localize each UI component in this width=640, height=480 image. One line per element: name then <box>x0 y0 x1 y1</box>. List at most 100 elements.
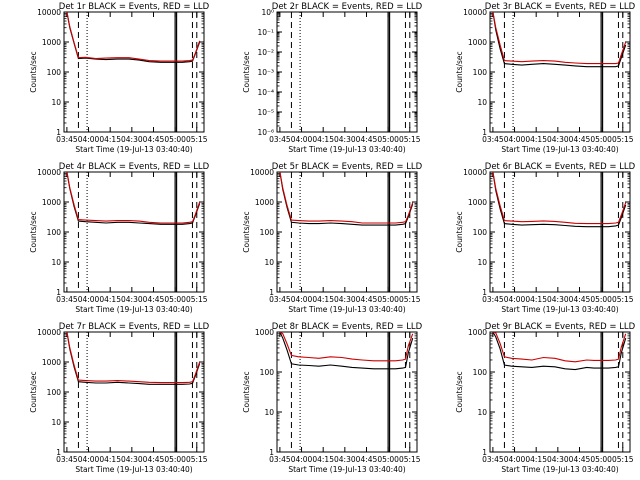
plot-frame <box>63 171 205 293</box>
x-tick-label: 03:45 <box>56 295 78 304</box>
x-tick-label: 05:00 <box>590 295 612 304</box>
x-axis-label: Start Time (19-Jul-13 03:40:40) <box>501 465 618 474</box>
y-axis-label: Counts/sec <box>455 51 464 92</box>
y-tick-label: 1000 <box>468 328 487 337</box>
lld-series-line <box>279 332 414 362</box>
y-axis-label: Counts/sec <box>455 211 464 252</box>
y-tick-label: 1000 <box>255 328 274 337</box>
x-tick-label: 04:30 <box>334 135 356 144</box>
x-tick-label: 03:45 <box>269 135 291 144</box>
y-tick-label: 100 <box>47 388 62 397</box>
x-axis-label: Start Time (19-Jul-13 03:40:40) <box>288 465 405 474</box>
y-tick-label: 10000 <box>463 168 487 177</box>
chart-panel-4: Det 4r BLACK = Events, RED = LLD 1 10 100 10… <box>29 162 210 314</box>
y-tick-label: 10⁰ <box>261 8 274 17</box>
chart-panel-1: Det 1r BLACK = Events, RED = LLD 1 10 100 10… <box>29 2 210 154</box>
chart-panel-9: Det 9r BLACK = Events, RED = LLD 1 10 100 10… <box>455 322 636 474</box>
lld-series-line <box>492 332 627 363</box>
chart-panel-8: Det 8r BLACK = Events, RED = LLD 1 10 100 10… <box>242 322 423 474</box>
y-tick-label: 1 <box>269 288 274 297</box>
y-axis-label: Counts/sec <box>29 211 38 252</box>
y-tick-label: 10⁻⁴ <box>257 88 274 97</box>
x-tick-label: 04:30 <box>334 295 356 304</box>
x-tick-label: 04:45 <box>569 135 591 144</box>
events-series-line <box>66 12 201 63</box>
x-tick-label: 04:45 <box>356 455 378 464</box>
x-axis-label: Start Time (19-Jul-13 03:40:40) <box>501 145 618 154</box>
lld-series-line <box>279 172 414 224</box>
panel-title: Det 9r BLACK = Events, RED = LLD <box>485 322 636 332</box>
y-tick-label: 1000 <box>42 198 61 207</box>
x-tick-label: 05:15 <box>186 135 208 144</box>
x-tick-label: 04:15 <box>99 135 121 144</box>
x-tick-label: 04:00 <box>291 295 313 304</box>
y-axis-label: Counts/sec <box>455 371 464 412</box>
lld-series-line <box>66 12 201 62</box>
y-tick-label: 1 <box>482 448 487 457</box>
panel-title: Det 7r BLACK = Events, RED = LLD <box>59 322 210 332</box>
y-tick-label: 10000 <box>37 8 61 17</box>
events-series-line <box>492 172 627 228</box>
y-tick-label: 100 <box>47 228 62 237</box>
y-tick-label: 1 <box>56 448 61 457</box>
y-tick-label: 1000 <box>42 358 61 367</box>
y-axis-label: Counts/sec <box>29 51 38 92</box>
y-tick-label: 1 <box>56 288 61 297</box>
y-axis-label: Counts/sec <box>242 371 251 412</box>
x-tick-label: 04:15 <box>312 295 334 304</box>
x-tick-label: 05:00 <box>377 295 399 304</box>
x-tick-label: 05:15 <box>612 295 634 304</box>
y-axis-label: Counts/sec <box>242 211 251 252</box>
x-axis-label: Start Time (19-Jul-13 03:40:40) <box>75 145 192 154</box>
lld-series-line <box>66 332 201 384</box>
x-tick-label: 04:00 <box>504 295 526 304</box>
x-tick-label: 05:15 <box>399 455 421 464</box>
y-tick-label: 10 <box>51 418 61 427</box>
x-tick-label: 05:15 <box>612 135 634 144</box>
y-tick-label: 100 <box>260 228 275 237</box>
x-tick-label: 04:45 <box>356 135 378 144</box>
y-tick-label: 100 <box>260 368 275 377</box>
x-tick-label: 03:45 <box>482 295 504 304</box>
plot-frame <box>276 331 418 453</box>
x-tick-label: 05:00 <box>590 135 612 144</box>
events-series-line <box>66 332 201 385</box>
x-tick-label: 03:45 <box>56 455 78 464</box>
x-tick-label: 03:45 <box>269 295 291 304</box>
x-tick-label: 04:00 <box>291 135 313 144</box>
y-tick-label: 100 <box>473 228 488 237</box>
chart-panel-7: Det 7r BLACK = Events, RED = LLD 1 10 100 10… <box>29 322 210 474</box>
plot-frame <box>276 11 418 133</box>
plot-frame <box>489 331 631 453</box>
plot-frame <box>63 11 205 133</box>
events-series-line <box>279 172 414 226</box>
y-tick-label: 10 <box>477 258 487 267</box>
x-axis-label: Start Time (19-Jul-13 03:40:40) <box>75 305 192 314</box>
x-tick-label: 05:00 <box>164 135 186 144</box>
x-tick-label: 04:30 <box>547 135 569 144</box>
x-tick-label: 04:15 <box>99 455 121 464</box>
y-tick-label: 1 <box>482 128 487 137</box>
x-tick-label: 03:45 <box>482 135 504 144</box>
x-tick-label: 04:45 <box>143 455 165 464</box>
y-tick-label: 10 <box>51 98 61 107</box>
x-tick-label: 04:30 <box>121 135 143 144</box>
plot-frame <box>489 11 631 133</box>
chart-panel-3: Det 3r BLACK = Events, RED = LLD 1 10 100 10… <box>455 2 636 154</box>
x-tick-label: 04:00 <box>291 455 313 464</box>
x-tick-label: 05:00 <box>377 455 399 464</box>
x-tick-label: 04:30 <box>547 455 569 464</box>
y-tick-label: 10⁻⁶ <box>257 128 274 137</box>
events-series-line <box>279 332 414 370</box>
panel-title: Det 4r BLACK = Events, RED = LLD <box>59 162 210 172</box>
x-tick-label: 05:15 <box>186 455 208 464</box>
x-tick-label: 03:45 <box>269 455 291 464</box>
y-axis-label: Counts/sec <box>29 371 38 412</box>
x-tick-label: 05:15 <box>399 135 421 144</box>
chart-panel-5: Det 5r BLACK = Events, RED = LLD 1 10 100 10… <box>242 162 423 314</box>
y-tick-label: 1 <box>269 448 274 457</box>
x-tick-label: 04:30 <box>547 295 569 304</box>
x-tick-label: 04:45 <box>569 295 591 304</box>
lld-series-line <box>492 172 627 225</box>
